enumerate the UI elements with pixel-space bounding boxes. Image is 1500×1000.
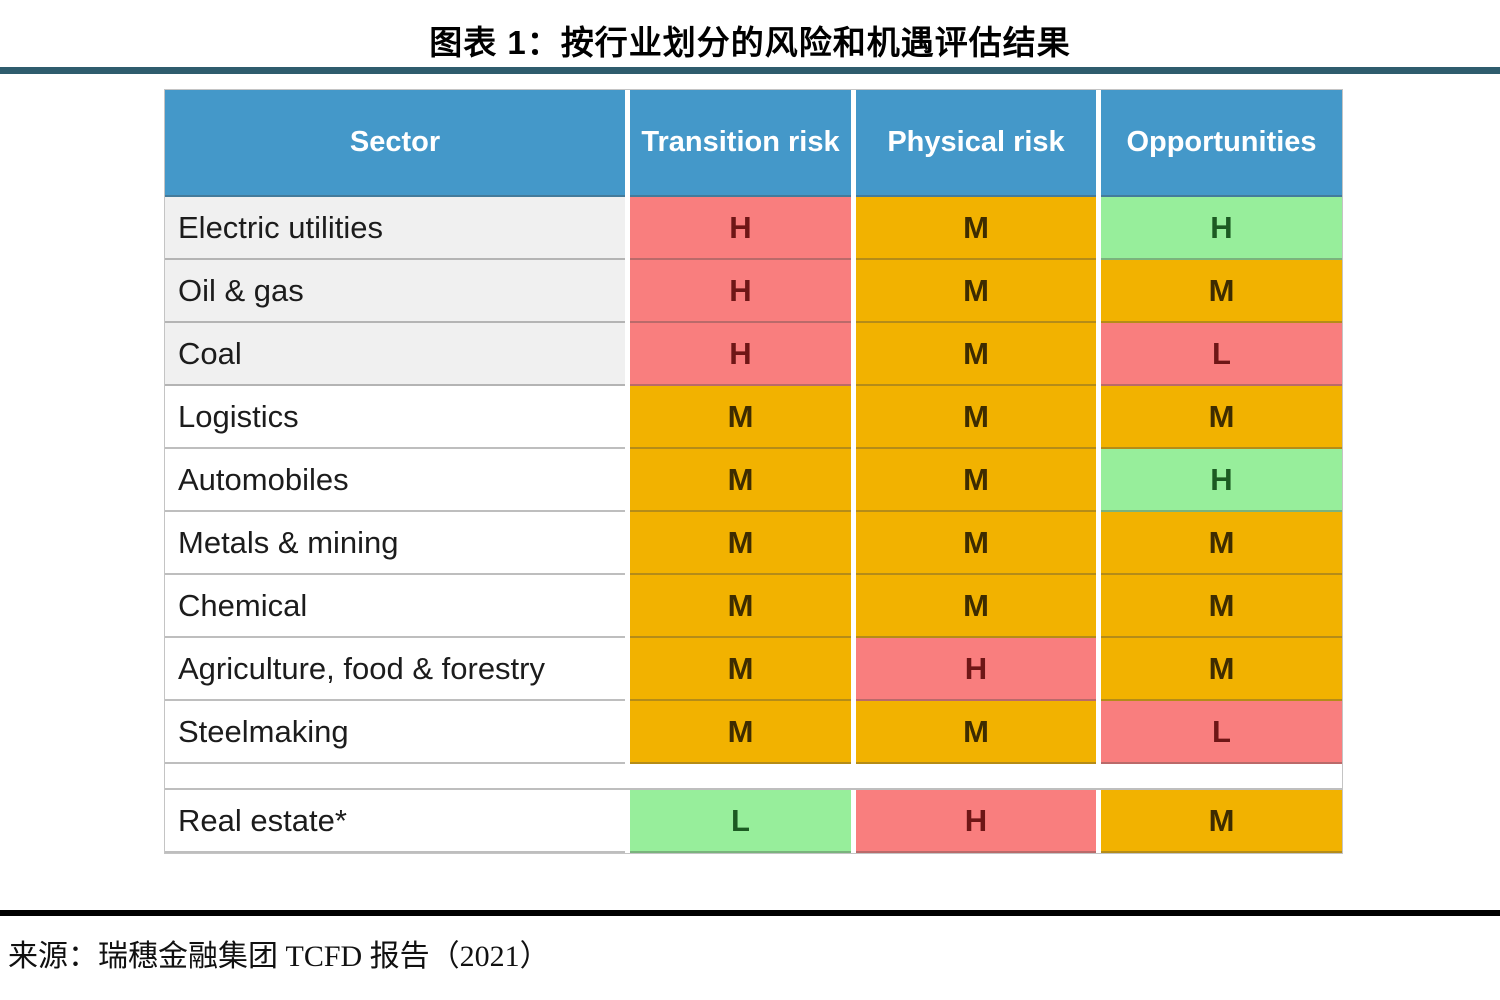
sector-cell: Real estate* bbox=[165, 790, 625, 853]
source-note: 来源：瑞穗金融集团 TCFD 报告（2021） bbox=[8, 940, 550, 973]
rating-cell: H bbox=[856, 790, 1096, 853]
rating-cell: H bbox=[1101, 197, 1342, 260]
table-row: Real estate* L H M bbox=[165, 790, 1342, 853]
table-row: Metals & mining M M M bbox=[165, 512, 1342, 575]
rating-cell: M bbox=[630, 512, 851, 575]
rating-cell: M bbox=[856, 260, 1096, 323]
footer-divider-rule bbox=[0, 910, 1500, 916]
rating-cell: M bbox=[630, 449, 851, 512]
rating-cell: M bbox=[630, 701, 851, 764]
sector-cell: Automobiles bbox=[165, 449, 625, 512]
rating-cell: M bbox=[856, 197, 1096, 260]
table-row: Electric utilities H M H bbox=[165, 197, 1342, 260]
column-header-transition-risk: Transition risk bbox=[630, 90, 851, 197]
rating-cell: H bbox=[630, 197, 851, 260]
title-divider-rule bbox=[0, 67, 1500, 74]
rating-cell: M bbox=[630, 575, 851, 638]
rating-cell: M bbox=[856, 512, 1096, 575]
page-title: 图表 1：按行业划分的风险和机遇评估结果 bbox=[429, 24, 1071, 61]
rating-cell: M bbox=[1101, 790, 1342, 853]
rating-cell: H bbox=[630, 260, 851, 323]
rating-cell: L bbox=[1101, 701, 1342, 764]
rating-cell: M bbox=[856, 323, 1096, 386]
rating-cell: H bbox=[1101, 449, 1342, 512]
column-header-sector: Sector bbox=[165, 90, 625, 197]
rating-cell: M bbox=[630, 638, 851, 701]
sector-cell: Agriculture, food & forestry bbox=[165, 638, 625, 701]
table-row: Chemical M M M bbox=[165, 575, 1342, 638]
rating-cell: M bbox=[856, 575, 1096, 638]
rating-cell: M bbox=[1101, 512, 1342, 575]
table-row: Oil & gas H M M bbox=[165, 260, 1342, 323]
table-header-row: Sector Transition risk Physical risk Opp… bbox=[165, 90, 1342, 197]
rating-cell: M bbox=[1101, 575, 1342, 638]
rating-cell: L bbox=[1101, 323, 1342, 386]
sector-cell: Metals & mining bbox=[165, 512, 625, 575]
rating-cell: H bbox=[630, 323, 851, 386]
rating-cell: M bbox=[1101, 386, 1342, 449]
sector-cell: Logistics bbox=[165, 386, 625, 449]
table-row: Automobiles M M H bbox=[165, 449, 1342, 512]
table-row: Steelmaking M M L bbox=[165, 701, 1342, 764]
risk-table: Sector Transition risk Physical risk Opp… bbox=[164, 89, 1343, 854]
rating-cell: H bbox=[856, 638, 1096, 701]
sector-cell: Electric utilities bbox=[165, 197, 625, 260]
table-row: Coal H M L bbox=[165, 323, 1342, 386]
sector-cell: Steelmaking bbox=[165, 701, 625, 764]
table-row: Agriculture, food & forestry M H M bbox=[165, 638, 1342, 701]
column-header-opportunities: Opportunities bbox=[1101, 90, 1342, 197]
rating-cell: M bbox=[856, 701, 1096, 764]
rating-cell: M bbox=[856, 449, 1096, 512]
table-body: Electric utilities H M H Oil & gas H M M Coal H M L… bbox=[165, 197, 1342, 853]
spacer-row bbox=[165, 764, 1342, 790]
rating-cell: M bbox=[1101, 638, 1342, 701]
rating-cell: M bbox=[856, 386, 1096, 449]
rating-cell: M bbox=[1101, 260, 1342, 323]
rating-cell: L bbox=[630, 790, 851, 853]
column-header-physical-risk: Physical risk bbox=[856, 90, 1096, 197]
sector-cell: Coal bbox=[165, 323, 625, 386]
sector-cell: Chemical bbox=[165, 575, 625, 638]
table-row: Logistics M M M bbox=[165, 386, 1342, 449]
sector-cell: Oil & gas bbox=[165, 260, 625, 323]
rating-cell: M bbox=[630, 386, 851, 449]
